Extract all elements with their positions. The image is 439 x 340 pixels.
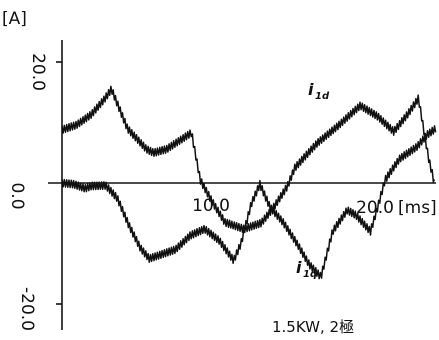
motor-rating-annotation: 1.5KW, 2極	[272, 318, 354, 336]
series-i1d-line	[61, 85, 436, 234]
series-i1q-line	[61, 125, 437, 280]
y-unit-label: [A]	[2, 9, 27, 29]
y-tick-label-bottom: -20.0	[17, 287, 37, 331]
x-tick-label-20: 20.0	[356, 198, 394, 218]
series-label-i1q-main: i	[296, 258, 302, 277]
y-tick-label-top: 20.0	[28, 53, 48, 91]
series-label-i1q-sub: 1q	[303, 269, 317, 280]
x-unit-label: [ms]	[398, 198, 437, 218]
y-tick-label-zero: 0.0	[7, 182, 27, 209]
series-label-i1d: i 1d	[308, 80, 330, 102]
series-label-i1d-sub: 1d	[315, 91, 330, 102]
series-label-i1d-main: i	[308, 80, 314, 99]
series-label-i1q: i 1q	[296, 258, 317, 280]
